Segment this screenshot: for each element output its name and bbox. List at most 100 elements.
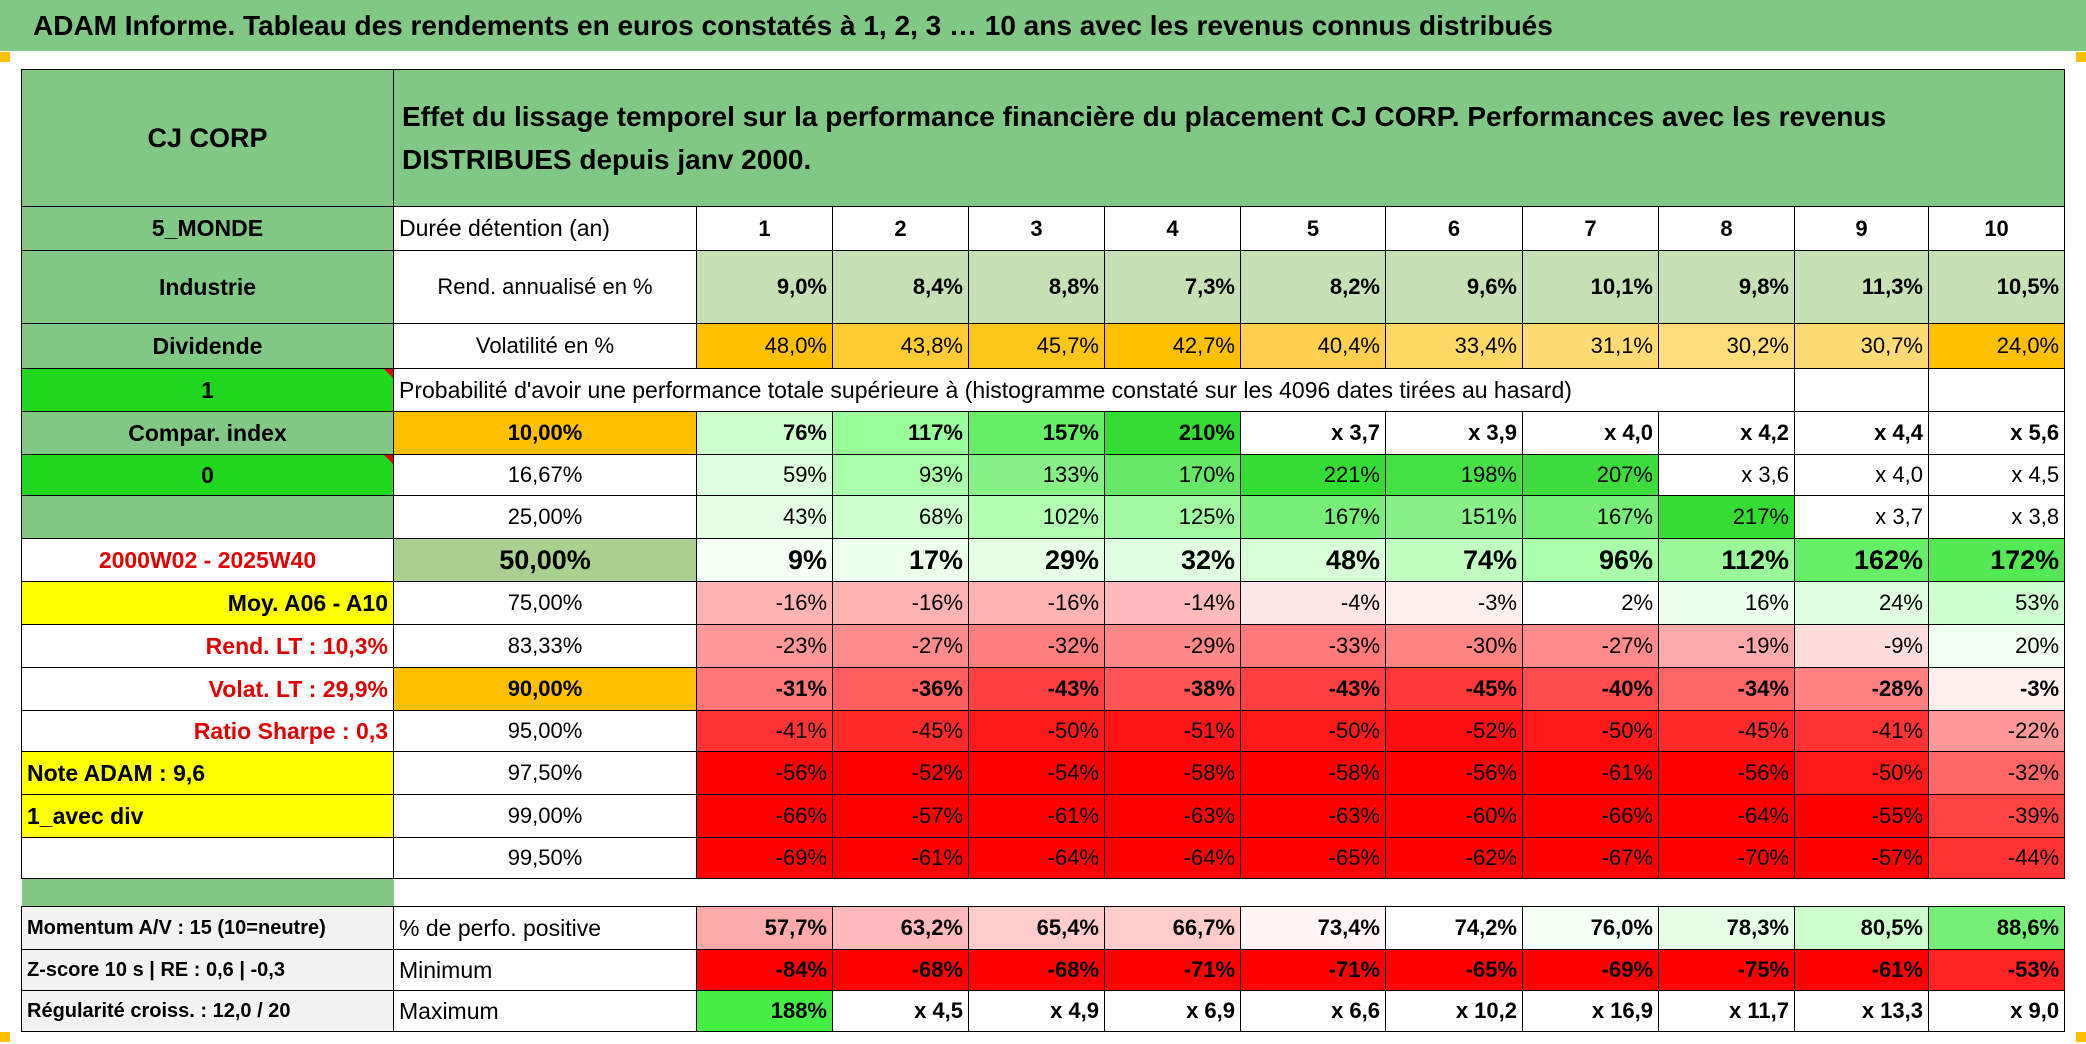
value-cell: 3 bbox=[968, 206, 1105, 251]
value-cell: -62% bbox=[1385, 837, 1523, 879]
value-cell: 2% bbox=[1522, 581, 1659, 625]
value-cell: x 4,0 bbox=[1522, 411, 1659, 455]
value-cell: 210% bbox=[1104, 411, 1241, 455]
value-cell: x 4,9 bbox=[968, 990, 1105, 1032]
value-cell: 24,0% bbox=[1927, 323, 2066, 369]
value-cell: -54% bbox=[968, 751, 1105, 795]
data-row: Dividende Volatilité en % 48,0% 43,8% 45,7% 4… bbox=[21, 323, 2066, 369]
data-row: 0 16,67% 59% 93% 133% 170% 221% 198% 207% x 3,6 x … bbox=[21, 454, 2066, 496]
value-cell: -43% bbox=[1240, 667, 1386, 711]
value-cell: -67% bbox=[1522, 837, 1659, 879]
row-caption: 10,00% bbox=[393, 411, 697, 455]
value-cell: 10,1% bbox=[1522, 250, 1659, 324]
value-cell: 63,2% bbox=[832, 906, 969, 950]
value-cell: -69% bbox=[1522, 949, 1659, 991]
value-cell: -43% bbox=[968, 667, 1105, 711]
value-cell: 11,3% bbox=[1794, 250, 1929, 324]
title-bar: ADAM Informe. Tableau des rendements en … bbox=[0, 0, 2086, 51]
value-cell: -55% bbox=[1794, 794, 1929, 838]
value-cell: 7 bbox=[1522, 206, 1659, 251]
data-row: 1_avec div 99,00% -66% -57% -61% -63% -63% -60%… bbox=[21, 794, 2066, 838]
gap-cell bbox=[394, 879, 2065, 907]
value-cell: -64% bbox=[1658, 794, 1795, 838]
row-caption: Maximum bbox=[393, 990, 697, 1032]
value-cell: -29% bbox=[1104, 624, 1241, 668]
value-cell: 48,0% bbox=[696, 323, 833, 369]
value-cell: -30% bbox=[1385, 624, 1523, 668]
value-cell: -61% bbox=[1522, 751, 1659, 795]
value-cell: 4 bbox=[1104, 206, 1241, 251]
value-cell: 59% bbox=[696, 454, 833, 496]
value-cell: 74% bbox=[1385, 538, 1523, 582]
value-cell: -34% bbox=[1658, 667, 1795, 711]
value-cell: x 11,7 bbox=[1658, 990, 1795, 1032]
row-label: 1_avec div bbox=[21, 794, 394, 838]
value-cell: -39% bbox=[1927, 794, 2066, 838]
value-cell: -52% bbox=[832, 751, 969, 795]
row-caption: Durée détention (an) bbox=[393, 206, 697, 251]
row-caption: 99,50% bbox=[393, 837, 697, 879]
value-cell: -23% bbox=[696, 624, 833, 668]
value-cell: -61% bbox=[1794, 949, 1929, 991]
row-caption: 16,67% bbox=[393, 454, 697, 496]
value-cell: -63% bbox=[1240, 794, 1386, 838]
value-cell: 66,7% bbox=[1104, 906, 1241, 950]
empty-cell bbox=[21, 837, 394, 879]
value-cell: -50% bbox=[1794, 751, 1929, 795]
row-label: 0 bbox=[21, 454, 394, 496]
value-cell: -16% bbox=[696, 581, 833, 625]
value-cell: x 3,8 bbox=[1927, 495, 2066, 539]
row-label: Régularité croiss. : 12,0 / 20 bbox=[21, 990, 394, 1032]
data-row: Moy. A06 - A10 75,00% -16% -16% -16% -14% -4% -… bbox=[21, 581, 2066, 625]
row-caption: 50,00% bbox=[393, 538, 697, 582]
value-cell: 78,3% bbox=[1658, 906, 1795, 950]
row-caption: 95,00% bbox=[393, 710, 697, 752]
row-caption: Volatilité en % bbox=[393, 323, 697, 369]
value-cell: 65,4% bbox=[968, 906, 1105, 950]
value-cell: -50% bbox=[1240, 710, 1386, 752]
value-cell: -16% bbox=[968, 581, 1105, 625]
row-caption: Minimum bbox=[393, 949, 697, 991]
value-cell: 30,7% bbox=[1794, 323, 1929, 369]
value-cell: -41% bbox=[696, 710, 833, 752]
value-cell: -69% bbox=[696, 837, 833, 879]
value-cell: 102% bbox=[968, 495, 1105, 539]
value-cell: 29% bbox=[968, 538, 1105, 582]
value-cell: -84% bbox=[696, 949, 833, 991]
performance-table: CJ CORP Effet du lissage temporel sur la … bbox=[21, 69, 2066, 1032]
row-label: Z-score 10 s | RE : 0,6 | -0,3 bbox=[21, 949, 394, 991]
corner-marker bbox=[0, 1032, 10, 1042]
value-cell: -65% bbox=[1385, 949, 1523, 991]
value-cell: -60% bbox=[1385, 794, 1523, 838]
value-cell: 2 bbox=[832, 206, 969, 251]
value-cell: -51% bbox=[1104, 710, 1241, 752]
value-cell: 8,4% bbox=[832, 250, 969, 324]
value-cell: -64% bbox=[968, 837, 1105, 879]
value-cell: -58% bbox=[1240, 751, 1386, 795]
value-cell: -53% bbox=[1927, 949, 2066, 991]
value-cell: 151% bbox=[1385, 495, 1523, 539]
value-cell: 48% bbox=[1240, 538, 1386, 582]
value-cell: -66% bbox=[1522, 794, 1659, 838]
value-cell: -45% bbox=[832, 710, 969, 752]
value-cell: -32% bbox=[1927, 751, 2066, 795]
value-cell: -41% bbox=[1794, 710, 1929, 752]
value-cell: 31,1% bbox=[1522, 323, 1659, 369]
data-row: Note ADAM : 9,6 97,50% -56% -52% -54% -58% -58… bbox=[21, 751, 2066, 795]
gap-row bbox=[21, 878, 2065, 907]
value-cell: -68% bbox=[968, 949, 1105, 991]
value-cell: -14% bbox=[1104, 581, 1241, 625]
value-cell: x 16,9 bbox=[1522, 990, 1659, 1032]
value-cell: 43,8% bbox=[832, 323, 969, 369]
value-cell: -66% bbox=[696, 794, 833, 838]
row-caption: Probabilité d'avoir une performance tota… bbox=[393, 368, 1795, 412]
value-cell: x 13,3 bbox=[1794, 990, 1929, 1032]
value-cell: 9,8% bbox=[1658, 250, 1795, 324]
row-label: Note ADAM : 9,6 bbox=[21, 751, 394, 795]
value-cell: -28% bbox=[1794, 667, 1929, 711]
value-cell: x 4,0 bbox=[1794, 454, 1929, 496]
value-cell: 162% bbox=[1794, 538, 1929, 582]
value-cell: 33,4% bbox=[1385, 323, 1523, 369]
data-row: Volat. LT : 29,9% 90,00% -31% -36% -43% -38% -… bbox=[21, 667, 2066, 711]
